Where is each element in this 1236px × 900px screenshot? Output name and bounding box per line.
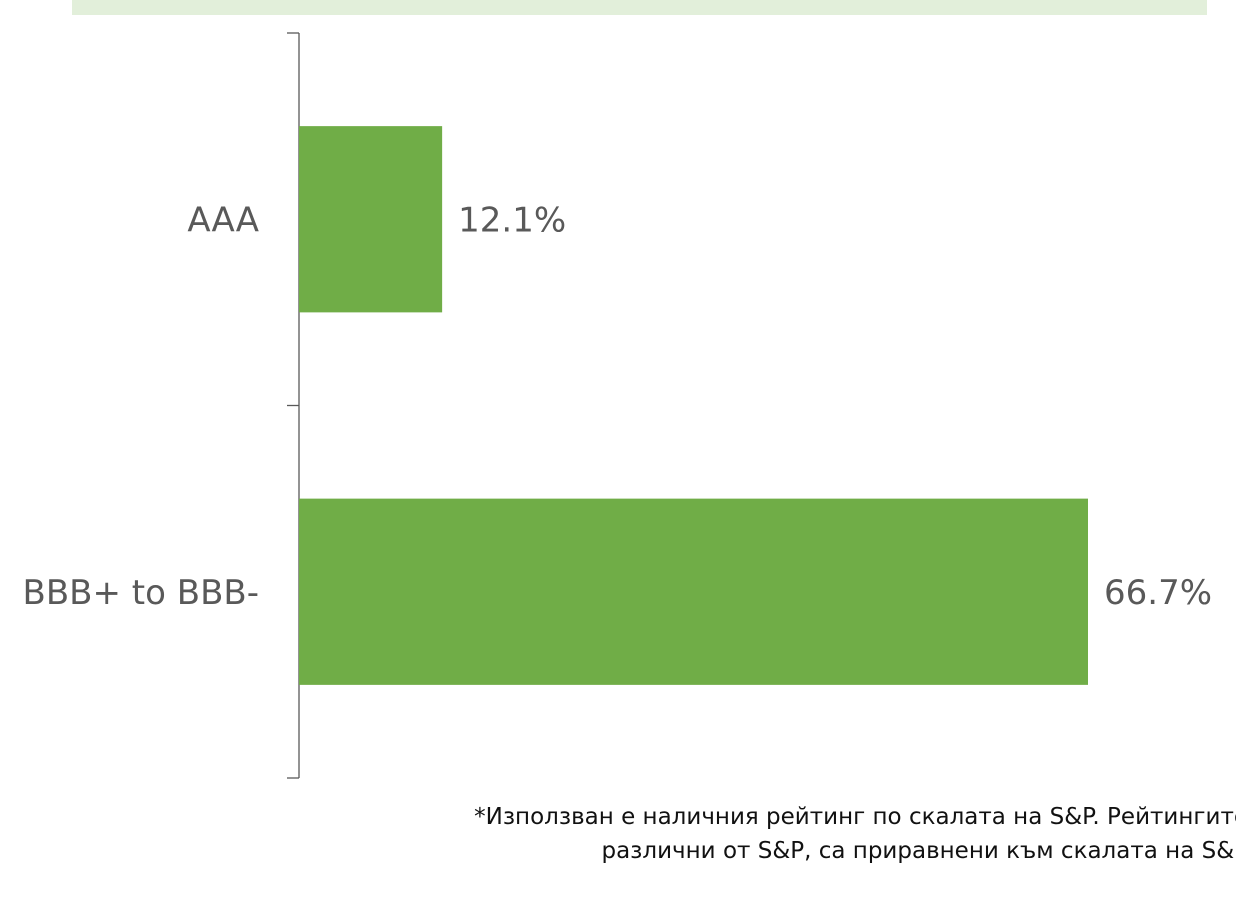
bar-0 [299,126,443,313]
data-label: 66.7% [1104,573,1212,613]
footnote-line-2: различни от S&P, са приравнени към скала… [601,838,1236,864]
category-label: AAA [187,200,259,240]
data-label: 12.1% [458,200,566,240]
bar-1 [299,498,1088,685]
category-label: BBB+ to BBB- [23,573,259,613]
bar-chart: AAA 12.1% BBB+ to BBB- 66.7% [23,32,1212,779]
title-band [72,0,1207,15]
footnote: *Използван е наличния рейтинг по скалата… [336,800,1236,868]
footnote-line-1: *Използван е наличния рейтинг по скалата… [474,804,1236,830]
